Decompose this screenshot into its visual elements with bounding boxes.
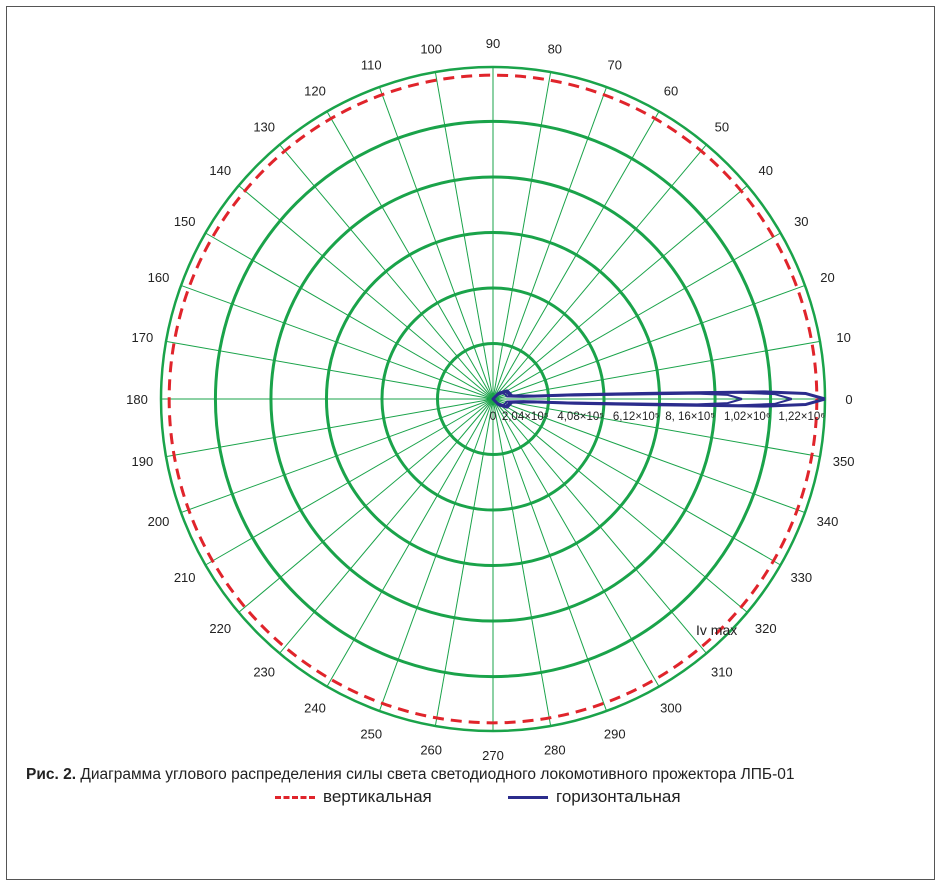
legend-label-vertical: вертикальная	[323, 787, 432, 806]
angle-label-190: 190	[132, 454, 154, 469]
legend-item-horizontal: горизонтальная	[508, 782, 681, 812]
legend-swatch-horizontal	[508, 795, 548, 799]
angle-label-180: 180	[126, 392, 148, 407]
radial-label-5: 1,02×10⁶	[724, 411, 771, 423]
figure-caption: Рис. 2. Диаграмма углового распределения…	[26, 766, 926, 784]
angle-label-70: 70	[608, 57, 622, 72]
angle-label-100: 100	[420, 41, 442, 56]
angle-label-200: 200	[148, 514, 170, 529]
radial-label-6: 1,22×10⁶	[778, 411, 825, 423]
angle-label-150: 150	[174, 214, 196, 229]
angle-label-20: 20	[820, 270, 834, 285]
angle-label-60: 60	[664, 84, 678, 99]
angle-label-80: 80	[548, 41, 562, 56]
angle-label-270: 270	[482, 748, 504, 763]
angle-label-260: 260	[420, 743, 442, 758]
angle-label-300: 300	[660, 700, 682, 715]
radial-label-1: 2,04×10⁵	[502, 411, 549, 423]
angle-label-140: 140	[209, 163, 231, 178]
ring-2	[380, 286, 606, 512]
iv-max-annotation: Iv max	[696, 622, 737, 638]
legend-item-vertical: вертикальная	[275, 782, 432, 812]
caption-label: Рис. 2.	[26, 766, 77, 783]
radial-label-0: 0	[490, 411, 496, 423]
angle-label-210: 210	[174, 570, 196, 585]
ring-3	[324, 230, 662, 568]
angle-label-330: 330	[790, 570, 812, 585]
legend-swatch-vertical	[275, 795, 315, 799]
series-vertical-curve	[167, 73, 819, 725]
angle-label-240: 240	[304, 700, 326, 715]
angle-label-30: 30	[794, 214, 808, 229]
angle-label-250: 250	[360, 727, 382, 742]
caption-text: Диаграмма углового распределения силы св…	[76, 766, 795, 783]
ring-1	[435, 341, 551, 457]
angle-label-350: 350	[833, 454, 855, 469]
angle-label-220: 220	[209, 621, 231, 636]
radial-tick-labels: 0 2,04×10⁵ 4,08×10⁵ 6,12×10⁵ 8, 16×10⁵ 1,02×1…	[490, 411, 825, 423]
angle-label-160: 160	[148, 270, 170, 285]
angle-label-50: 50	[715, 119, 729, 134]
radial-label-4: 8, 16×10⁵	[665, 411, 715, 423]
angle-label-40: 40	[758, 163, 772, 178]
radial-label-2: 4,08×10⁵	[557, 411, 604, 423]
angle-label-130: 130	[253, 119, 275, 134]
series-layer	[167, 73, 826, 725]
legend-label-horizontal: горизонтальная	[556, 787, 681, 806]
angle-label-310: 310	[711, 665, 733, 680]
angle-label-290: 290	[604, 727, 626, 742]
figure-frame	[6, 6, 935, 880]
radial-label-3: 6,12×10⁵	[613, 411, 660, 423]
angle-tick-labels: 0 10 20 30 40 50 60 70 80 90 100 110 120 130 140 150 160…	[126, 36, 854, 763]
angle-label-10: 10	[836, 330, 850, 345]
ring-5	[213, 119, 773, 679]
angle-label-90: 90	[486, 36, 500, 51]
ring-4	[269, 175, 717, 623]
angle-label-320: 320	[755, 621, 777, 636]
series-horizontal-lobe-2	[491, 391, 743, 407]
legend: вертикальная горизонтальная	[0, 782, 945, 812]
angle-label-340: 340	[817, 514, 839, 529]
angle-label-110: 110	[361, 57, 382, 72]
angle-label-280: 280	[544, 743, 566, 758]
angle-label-170: 170	[132, 330, 154, 345]
angle-label-0: 0	[845, 392, 852, 407]
angle-label-230: 230	[253, 665, 275, 680]
angle-label-120: 120	[304, 84, 326, 99]
